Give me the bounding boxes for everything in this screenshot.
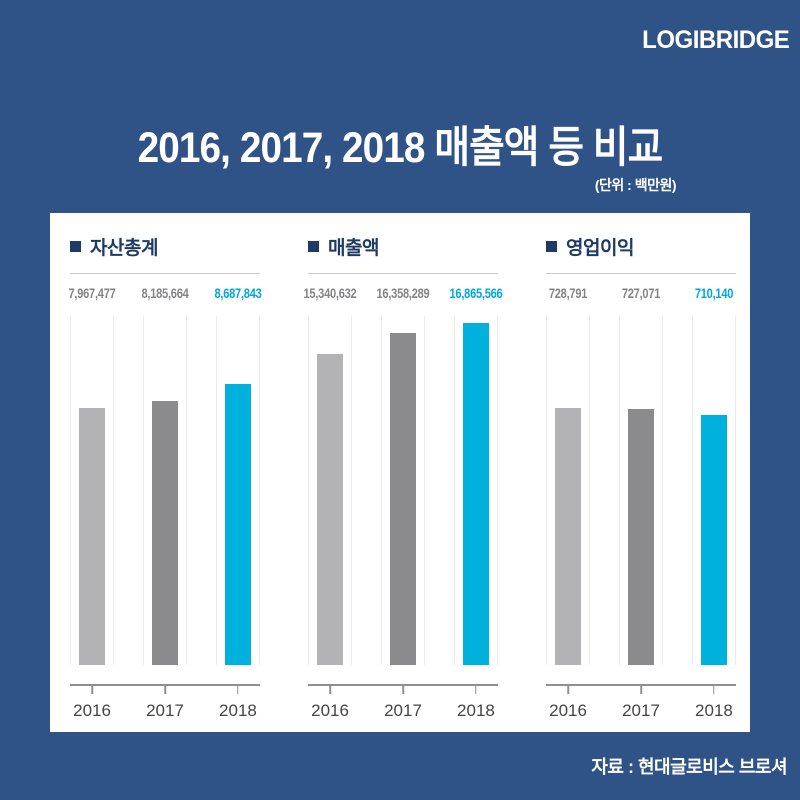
value-label-2017: 8,185,664 xyxy=(141,286,189,301)
bullet-square-icon xyxy=(70,240,81,252)
panel-divider xyxy=(70,273,260,274)
bar-2016 xyxy=(79,407,106,665)
bar-2016 xyxy=(317,353,344,665)
year-label-2018: 2018 xyxy=(219,701,257,720)
charts-card: 자산총계 7,967,477 8,185,664 8,687,843 2016 201… xyxy=(50,213,750,732)
bars-area xyxy=(546,316,736,665)
brand-logo: LOGIBRIDGE xyxy=(641,26,790,54)
panel-title: 자산총계 xyxy=(90,237,158,259)
axis-tick xyxy=(640,686,642,694)
bar-2018 xyxy=(700,414,727,665)
panel-title: 매출액 xyxy=(328,237,379,259)
panel-header: 매출액 xyxy=(308,233,498,259)
value-label-2018: 16,865,566 xyxy=(449,286,503,301)
value-labels-row: 728,791 727,071 710,140 xyxy=(546,286,736,303)
chart-panel: 자산총계 7,967,477 8,185,664 8,687,843 2016 201… xyxy=(68,227,262,732)
panel-header: 자산총계 xyxy=(70,233,260,259)
x-axis-line xyxy=(308,684,498,696)
value-label-2016: 15,340,632 xyxy=(303,286,357,301)
panel-title: 영업이익 xyxy=(566,237,634,259)
bar-2017 xyxy=(152,400,178,665)
gridline-slot-2016 xyxy=(308,316,353,665)
panel-header: 영업이익 xyxy=(546,233,736,259)
year-label-2016: 2016 xyxy=(549,701,587,720)
year-label-2018: 2018 xyxy=(457,701,495,720)
gridline-slot-2016 xyxy=(546,316,591,665)
year-label-2017: 2017 xyxy=(622,701,660,720)
gridline-slot-2018 xyxy=(215,316,260,665)
axis-tick xyxy=(713,686,715,694)
year-label-2018: 2018 xyxy=(695,701,733,720)
gridline-slot-2016 xyxy=(70,316,115,665)
value-label-2017: 727,071 xyxy=(621,286,661,301)
value-label-2018: 710,140 xyxy=(694,286,734,301)
gridline-slot-2018 xyxy=(453,316,498,665)
bar-2016 xyxy=(555,408,582,665)
axis-tick xyxy=(567,686,569,694)
page-title: 2016, 2017, 2018 매출액 등 비교 xyxy=(137,123,664,172)
chart-panel: 매출액 15,340,632 16,358,289 16,865,566 2016 2… xyxy=(304,227,503,732)
axis-tick xyxy=(91,686,93,694)
bullet-square-icon xyxy=(308,240,319,252)
bar-2018 xyxy=(224,384,251,665)
year-labels-row: 2016 2017 2018 xyxy=(70,701,260,721)
axis-tick xyxy=(329,686,331,694)
unit-note: (단위 : 백만원) xyxy=(594,177,677,193)
axis-tick xyxy=(164,686,166,694)
year-label-2016: 2016 xyxy=(311,701,349,720)
value-label-2018: 8,687,843 xyxy=(214,286,262,301)
axis-tick xyxy=(475,686,477,694)
bars-area xyxy=(308,316,498,665)
year-label-2016: 2016 xyxy=(73,701,111,720)
year-label-2017: 2017 xyxy=(146,701,184,720)
gridline-slot-2017 xyxy=(143,316,187,665)
year-labels-row: 2016 2017 2018 xyxy=(546,701,736,721)
panel-divider xyxy=(308,273,498,274)
source-note: 자료 : 현대글로비스 브로셔 xyxy=(591,757,787,777)
gridline-slot-2017 xyxy=(619,316,663,665)
bars-area xyxy=(70,316,260,665)
gridline-slot-2018 xyxy=(691,316,736,665)
axis-tick xyxy=(402,686,404,694)
year-label-2017: 2017 xyxy=(384,701,422,720)
value-labels-row: 7,967,477 8,185,664 8,687,843 xyxy=(68,286,262,303)
axis-tick xyxy=(237,686,239,694)
panel-divider xyxy=(546,273,736,274)
year-labels-row: 2016 2017 2018 xyxy=(308,701,498,721)
bar-2017 xyxy=(390,333,416,665)
chart-panel: 영업이익 728,791 727,071 710,140 2016 2017 2018 xyxy=(546,227,736,732)
value-label-2017: 16,358,289 xyxy=(376,286,430,301)
gridline-slot-2017 xyxy=(381,316,425,665)
bar-2017 xyxy=(628,408,654,665)
x-axis-line xyxy=(546,684,736,696)
value-label-2016: 7,967,477 xyxy=(68,286,116,301)
value-label-2016: 728,791 xyxy=(548,286,588,301)
bar-2018 xyxy=(462,322,489,665)
x-axis-line xyxy=(70,684,260,696)
bullet-square-icon xyxy=(546,240,557,252)
value-labels-row: 15,340,632 16,358,289 16,865,566 xyxy=(304,286,503,303)
